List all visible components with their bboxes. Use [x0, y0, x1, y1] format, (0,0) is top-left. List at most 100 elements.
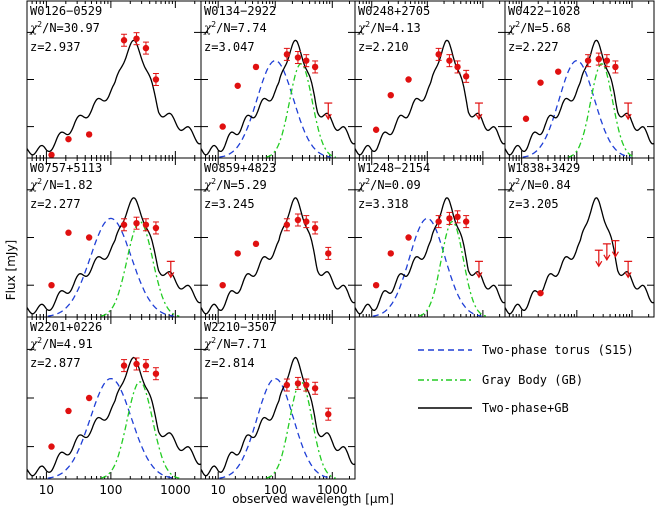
data-point — [387, 92, 394, 99]
chi-superscript: 2 — [211, 336, 216, 345]
x-tick-labels: 10 100 1000 10 100 1000 — [39, 483, 348, 497]
graybody-model-curve — [568, 63, 636, 158]
sed-panel: W0248+2705 χ2/N=4.13 z=2.210 — [354, 0, 506, 159]
panel-redshift: z=3.245 — [204, 197, 255, 211]
legend: Two-phase torus (S15) Gray Body (GB) Two-p… — [418, 343, 634, 415]
torus-model-curve — [219, 60, 331, 158]
total-model-curve — [504, 197, 655, 315]
panel-redshift: z=3.205 — [508, 197, 559, 211]
panels-grid: W0126−0529χ2/N=30.97z=2.937W0134−2922χ2/… — [26, 0, 655, 480]
data-point — [85, 131, 93, 138]
sed-panel: W0134−2922 χ2/N=7.74 z=3.047 — [200, 0, 356, 159]
total-model-curve — [354, 39, 506, 156]
total-model-curve — [26, 356, 202, 477]
chi-symbol: χ — [203, 178, 212, 192]
data-point — [48, 443, 55, 450]
chi-symbol: χ — [29, 337, 38, 351]
panel-source-name: W2201+0226 — [30, 320, 102, 334]
data-point — [85, 234, 93, 241]
data-point — [555, 68, 562, 75]
panel-redshift: z=2.877 — [30, 356, 81, 370]
upper-limit-arrow — [595, 260, 603, 268]
data-point — [48, 282, 55, 289]
data-point — [219, 123, 226, 130]
panel-redshift: z=2.227 — [508, 40, 559, 54]
panel-chi2: χ2/N=0.84 — [507, 177, 571, 192]
panel-chi2: χ2/N=1.82 — [29, 177, 93, 192]
data-point — [85, 394, 93, 402]
chi2-value: /N=4.13 — [370, 21, 421, 35]
panel-source-name: W0422−1028 — [508, 4, 580, 18]
chi-symbol: χ — [203, 337, 212, 351]
data-point — [252, 63, 260, 71]
data-point — [537, 289, 544, 297]
chi-symbol: χ — [357, 21, 366, 35]
total-model-curve — [26, 39, 202, 156]
graybody-model-curve — [266, 381, 336, 479]
chi-superscript: 2 — [515, 177, 520, 186]
panel-chi2: χ2/N=7.71 — [203, 336, 267, 351]
sed-panel: W0859+4823 χ2/N=5.29 z=3.245 — [200, 157, 356, 318]
chi-superscript: 2 — [365, 20, 370, 29]
sed-panel: W2201+0226 χ2/N=4.91 z=2.877 — [26, 316, 202, 480]
data-point — [65, 229, 72, 236]
graybody-model-curve — [266, 63, 336, 158]
chi2-value: /N=5.29 — [216, 178, 267, 192]
x-tick-label: 100 — [264, 483, 287, 497]
panel-source-name: W0134−2922 — [204, 4, 276, 18]
chi-symbol: χ — [507, 21, 516, 35]
torus-model-curve — [372, 217, 482, 317]
panel-redshift: z=2.277 — [30, 197, 81, 211]
panel-source-name: W2210−3507 — [204, 320, 276, 334]
torus-model-curve — [522, 60, 631, 158]
chi-superscript: 2 — [211, 20, 216, 29]
data-point — [65, 135, 72, 143]
graybody-model-curve — [100, 381, 180, 479]
upper-limit-arrow — [624, 113, 632, 121]
chi-symbol: χ — [507, 178, 516, 192]
chi-superscript: 2 — [365, 177, 370, 186]
panel-source-name: W0248+2705 — [358, 4, 430, 18]
data-point — [252, 240, 260, 248]
chi-superscript: 2 — [515, 20, 520, 29]
data-point — [48, 151, 55, 159]
panel-source-name: W0757+5113 — [30, 161, 102, 175]
data-point — [372, 282, 380, 289]
panel-redshift: z=3.318 — [358, 197, 409, 211]
panel-source-name: W1838+3429 — [508, 161, 580, 175]
panel-redshift: z=2.937 — [30, 40, 81, 54]
chi2-value: /N=1.82 — [42, 178, 93, 192]
total-model-curve — [504, 39, 655, 156]
data-point — [372, 126, 380, 133]
total-model-curve — [26, 197, 202, 315]
panel-redshift: z=3.047 — [204, 40, 255, 54]
upper-limit-arrow — [167, 272, 175, 279]
x-tick-label: 10 — [211, 483, 226, 497]
data-point — [234, 250, 241, 257]
x-tick-label: 100 — [99, 483, 122, 497]
upper-limit-arrow — [603, 254, 611, 262]
torus-model-curve — [219, 377, 332, 479]
total-model-curve — [200, 197, 356, 315]
chi2-value: /N=7.71 — [216, 337, 267, 351]
data-point — [65, 407, 72, 415]
x-axis-label: observed wavelength [μm] — [232, 492, 394, 506]
upper-limit-arrow — [475, 272, 483, 279]
sed-panel: W0126−0529 χ2/N=30.97 z=2.937 — [26, 0, 202, 159]
chi2-value: /N=0.84 — [520, 178, 571, 192]
panel-chi2: χ2/N=0.09 — [357, 177, 421, 192]
data-point — [537, 79, 544, 86]
upper-limit-arrow — [611, 251, 619, 258]
upper-limit-arrow — [324, 113, 332, 121]
panel-chi2: χ2/N=5.29 — [203, 177, 267, 192]
y-axis-label: Flux [mJy] — [4, 240, 18, 300]
chi-symbol: χ — [203, 21, 212, 35]
graybody-model-curve — [100, 220, 180, 317]
x-tick-label: 1000 — [317, 483, 348, 497]
legend-label: Two-phase+GB — [482, 401, 569, 415]
chi2-value: /N=30.97 — [42, 21, 100, 35]
panel-source-name: W0126−0529 — [30, 4, 102, 18]
chi-superscript: 2 — [37, 336, 42, 345]
data-point — [405, 76, 412, 83]
